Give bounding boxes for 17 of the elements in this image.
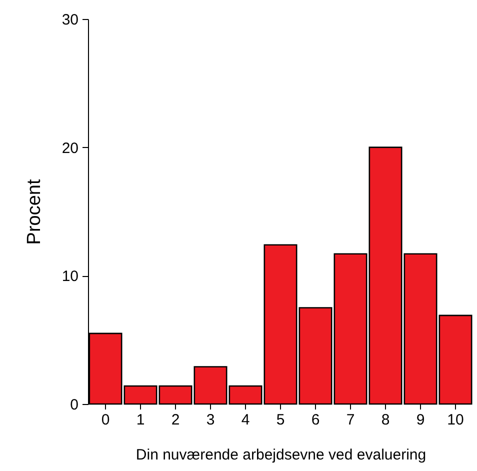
y-axis-title: Procent <box>24 178 45 245</box>
x-tick-label: 9 <box>416 412 425 428</box>
x-tick-label: 5 <box>276 412 285 428</box>
x-tick-label: 6 <box>311 412 320 428</box>
y-tick-label: 20 <box>62 140 78 157</box>
x-tick-label: 8 <box>381 412 390 428</box>
x-tick-label: 7 <box>346 412 355 428</box>
x-tick-label: 3 <box>206 412 215 428</box>
x-tick-label: 2 <box>171 412 180 428</box>
x-tick-label: 0 <box>101 412 110 428</box>
y-tick-label: 0 <box>70 396 78 414</box>
y-tick-label: 10 <box>62 268 78 286</box>
x-tick-label: 4 <box>241 412 250 428</box>
x-axis-title: Din nuværende arbejdsevne ved evaluering <box>136 446 426 464</box>
x-tick-label: 1 <box>136 412 145 428</box>
y-tick-label: 30 <box>62 12 78 28</box>
x-tick-label: 10 <box>447 412 464 428</box>
